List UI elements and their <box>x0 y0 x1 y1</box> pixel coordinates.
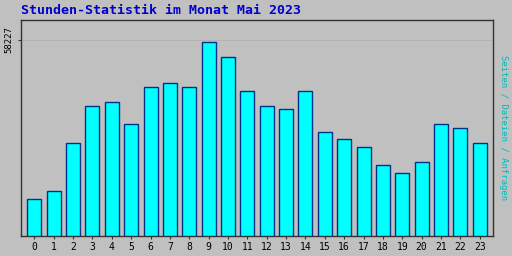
Bar <box>241 91 254 256</box>
Bar <box>124 124 138 256</box>
Bar <box>86 105 99 256</box>
Bar <box>27 199 41 256</box>
Y-axis label: Seiten / Dateien / Anfragen: Seiten / Dateien / Anfragen <box>499 56 508 200</box>
Bar <box>182 87 196 256</box>
Bar <box>143 87 158 256</box>
Bar <box>376 165 390 256</box>
Bar <box>47 191 61 256</box>
Bar <box>415 162 429 256</box>
Bar <box>473 143 487 256</box>
Bar <box>356 147 371 256</box>
Bar <box>105 102 119 256</box>
Bar <box>434 124 448 256</box>
Bar <box>279 109 293 256</box>
Bar <box>298 91 312 256</box>
Bar <box>395 173 409 256</box>
Bar <box>454 128 467 256</box>
Bar <box>318 132 332 256</box>
Bar <box>260 105 274 256</box>
Text: Stunden-Statistik im Monat Mai 2023: Stunden-Statistik im Monat Mai 2023 <box>21 4 301 17</box>
Bar <box>66 143 80 256</box>
Bar <box>202 42 216 256</box>
Bar <box>163 83 177 256</box>
Bar <box>221 57 235 256</box>
Bar <box>337 139 351 256</box>
